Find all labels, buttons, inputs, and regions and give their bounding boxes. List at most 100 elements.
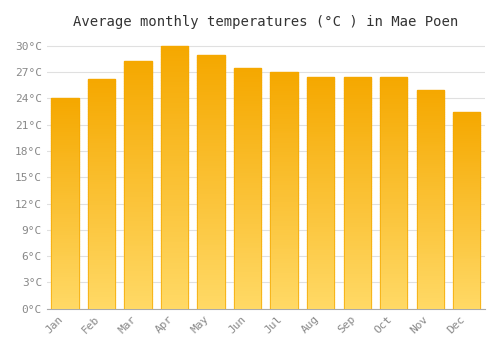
Bar: [453, 252, 480, 253]
Bar: [234, 193, 262, 196]
Bar: [124, 110, 152, 113]
Bar: [307, 195, 334, 197]
Bar: [52, 166, 79, 168]
Bar: [307, 251, 334, 253]
Bar: [270, 209, 298, 212]
Bar: [52, 117, 79, 119]
Bar: [270, 138, 298, 141]
Bar: [344, 204, 371, 206]
Bar: [307, 132, 334, 135]
Bar: [234, 285, 262, 287]
Bar: [52, 138, 79, 140]
Bar: [124, 116, 152, 118]
Bar: [52, 140, 79, 142]
Bar: [416, 188, 444, 190]
Bar: [198, 60, 225, 62]
Bar: [453, 283, 480, 285]
Bar: [380, 258, 407, 260]
Bar: [88, 136, 116, 139]
Bar: [270, 146, 298, 148]
Bar: [416, 133, 444, 136]
Bar: [453, 151, 480, 153]
Bar: [416, 120, 444, 122]
Bar: [198, 240, 225, 243]
Bar: [52, 130, 79, 132]
Bar: [416, 136, 444, 138]
Bar: [161, 180, 188, 183]
Bar: [380, 199, 407, 202]
Bar: [198, 199, 225, 202]
Bar: [307, 125, 334, 128]
Bar: [52, 218, 79, 220]
Bar: [198, 207, 225, 210]
Bar: [234, 90, 262, 92]
Bar: [416, 195, 444, 197]
Bar: [88, 242, 116, 244]
Bar: [52, 189, 79, 191]
Bar: [52, 260, 79, 262]
Bar: [453, 169, 480, 171]
Bar: [380, 123, 407, 125]
Bar: [88, 290, 116, 293]
Bar: [307, 300, 334, 302]
Bar: [52, 258, 79, 260]
Bar: [88, 107, 116, 109]
Bar: [88, 272, 116, 274]
Bar: [234, 282, 262, 285]
Bar: [270, 202, 298, 205]
Bar: [198, 256, 225, 258]
Bar: [161, 243, 188, 246]
Bar: [52, 237, 79, 239]
Bar: [161, 282, 188, 285]
Bar: [88, 160, 116, 162]
Bar: [161, 114, 188, 117]
Bar: [344, 223, 371, 225]
Bar: [198, 121, 225, 123]
Bar: [124, 267, 152, 269]
Bar: [124, 98, 152, 100]
Bar: [416, 94, 444, 96]
Bar: [52, 225, 79, 227]
Bar: [307, 274, 334, 276]
Bar: [380, 272, 407, 274]
Bar: [416, 263, 444, 265]
Bar: [161, 148, 188, 151]
Bar: [88, 222, 116, 224]
Bar: [124, 170, 152, 172]
Bar: [453, 149, 480, 151]
Bar: [453, 171, 480, 173]
Bar: [88, 302, 116, 304]
Bar: [307, 253, 334, 255]
Bar: [198, 57, 225, 60]
Bar: [198, 253, 225, 256]
Bar: [198, 179, 225, 182]
Bar: [416, 98, 444, 101]
Bar: [453, 127, 480, 130]
Bar: [124, 252, 152, 254]
Bar: [416, 304, 444, 307]
Bar: [380, 141, 407, 144]
Bar: [453, 289, 480, 291]
Bar: [161, 49, 188, 51]
Bar: [198, 299, 225, 301]
Bar: [416, 225, 444, 228]
Bar: [270, 110, 298, 112]
Bar: [52, 292, 79, 294]
Bar: [416, 272, 444, 274]
Bar: [453, 240, 480, 242]
Bar: [307, 265, 334, 267]
Bar: [198, 245, 225, 248]
Bar: [416, 201, 444, 204]
Bar: [52, 162, 79, 164]
Bar: [234, 104, 262, 106]
Bar: [307, 186, 334, 188]
Bar: [380, 153, 407, 155]
Bar: [344, 302, 371, 304]
Bar: [380, 137, 407, 139]
Bar: [270, 257, 298, 259]
Bar: [161, 159, 188, 162]
Bar: [161, 54, 188, 56]
Bar: [52, 168, 79, 170]
Bar: [88, 134, 116, 136]
Bar: [270, 72, 298, 309]
